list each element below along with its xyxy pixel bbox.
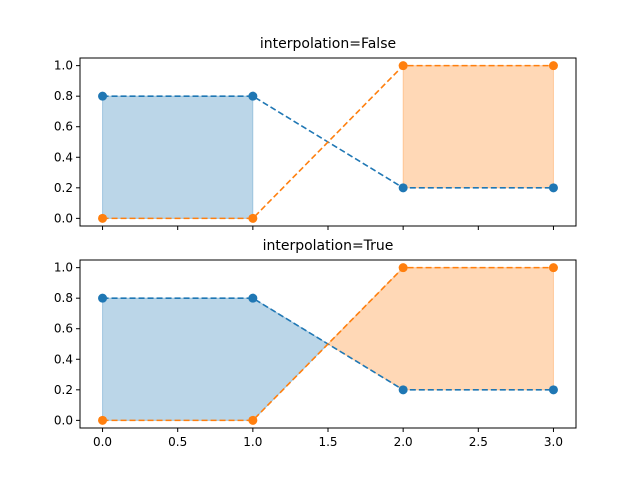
subplot-title: interpolation=True bbox=[263, 238, 394, 254]
y-tick-label: 0.8 bbox=[54, 291, 73, 305]
x-tick-label: 3.0 bbox=[544, 435, 563, 449]
y-tick-label: 0.4 bbox=[54, 150, 73, 164]
x-tick-label: 1.5 bbox=[318, 435, 337, 449]
data-point bbox=[548, 61, 558, 71]
y-tick-label: 0.8 bbox=[54, 89, 73, 103]
series-b bbox=[98, 61, 558, 223]
y-tick-label: 0.4 bbox=[54, 352, 73, 366]
data-point bbox=[98, 293, 108, 303]
data-point bbox=[548, 385, 558, 395]
series-b bbox=[98, 263, 558, 425]
fill-area-series-b bbox=[327, 267, 554, 391]
data-point bbox=[398, 263, 408, 273]
data-point bbox=[98, 213, 108, 223]
fill-area-series-a bbox=[102, 297, 329, 421]
y-tick-label: 0.6 bbox=[54, 120, 73, 134]
data-point bbox=[398, 183, 408, 193]
x-tick-label: 2.5 bbox=[469, 435, 488, 449]
data-point bbox=[548, 183, 558, 193]
y-tick-label: 0.2 bbox=[54, 383, 73, 397]
y-tick-label: 1.0 bbox=[54, 59, 73, 73]
y-tick-label: 0.0 bbox=[54, 211, 73, 225]
data-point bbox=[398, 385, 408, 395]
fill-area-series-a bbox=[102, 95, 254, 219]
fill-area-series-b bbox=[402, 65, 554, 189]
data-point bbox=[248, 91, 258, 101]
data-point bbox=[548, 263, 558, 273]
y-tick-label: 0.0 bbox=[54, 413, 73, 427]
data-point bbox=[98, 91, 108, 101]
y-tick-label: 0.6 bbox=[54, 322, 73, 336]
x-tick-label: 0.0 bbox=[93, 435, 112, 449]
data-point bbox=[248, 293, 258, 303]
fill-regions bbox=[102, 65, 554, 219]
subplot-title: interpolation=False bbox=[260, 36, 396, 52]
data-point bbox=[248, 213, 258, 223]
data-point bbox=[98, 415, 108, 425]
y-tick-label: 1.0 bbox=[54, 261, 73, 275]
x-tick-label: 1.0 bbox=[243, 435, 262, 449]
series-line bbox=[102, 266, 554, 422]
x-tick-label: 2.0 bbox=[394, 435, 413, 449]
subplot-interpolation-false: interpolation=False 0.0 0.2 0.4 0.6 0.8 1.0 bbox=[54, 36, 577, 230]
subplot-interpolation-true: interpolation=True 0.0 0.2 0.4 0.6 0.8 1.0 0.0… bbox=[54, 238, 577, 449]
series-line bbox=[102, 64, 554, 220]
y-tick-label: 0.2 bbox=[54, 181, 73, 195]
data-point bbox=[398, 61, 408, 71]
x-tick-label: 0.5 bbox=[168, 435, 187, 449]
data-point bbox=[248, 415, 258, 425]
fill-regions bbox=[102, 267, 554, 421]
